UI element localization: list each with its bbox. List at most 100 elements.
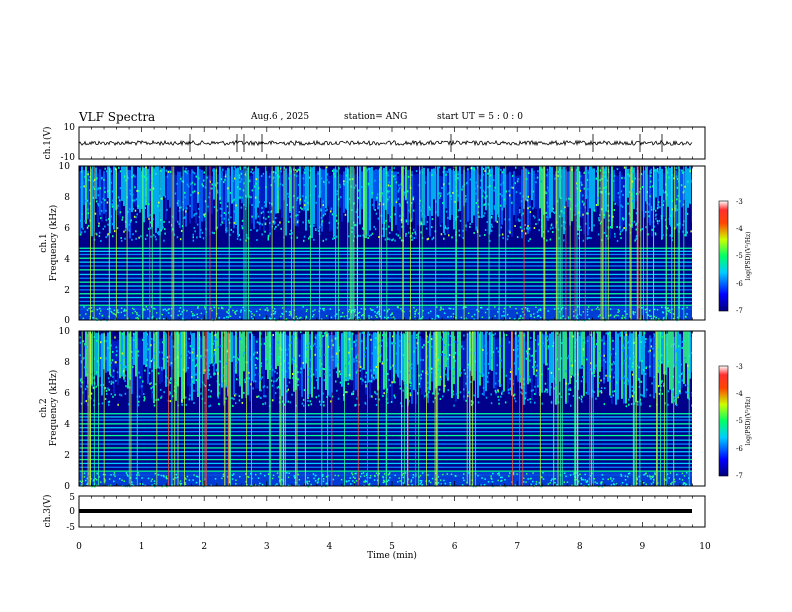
- spectrogram-column: [461, 173, 463, 238]
- spectrogram-speckle: [681, 346, 683, 349]
- spectrogram-column: [157, 331, 159, 369]
- low-band-speckle: [132, 307, 134, 310]
- spectrogram-speckle: [487, 203, 490, 206]
- spectrogram-speckle: [484, 351, 487, 354]
- low-band-speckle: [320, 318, 323, 320]
- spectrogram-speckle: [446, 227, 448, 230]
- spectrogram-speckle: [302, 221, 304, 224]
- narrowband-line: [79, 439, 692, 441]
- spectrogram-speckle: [408, 400, 410, 403]
- spectrogram-speckle: [593, 374, 596, 377]
- spectrogram-speckle: [238, 176, 241, 179]
- spectrogram-speckle: [666, 227, 668, 230]
- spectrogram-speckle: [161, 351, 164, 354]
- spectrogram-speckle: [630, 403, 633, 405]
- spectrogram-speckle: [270, 184, 273, 187]
- low-band-speckle: [652, 476, 654, 479]
- spectrogram-speckle: [275, 217, 277, 219]
- low-band-speckle: [353, 481, 356, 484]
- sferic-line: [653, 166, 654, 320]
- low-band-speckle: [112, 312, 115, 315]
- spectrogram-speckle: [463, 395, 465, 398]
- spectrogram-speckle: [216, 380, 219, 383]
- spectrogram-speckle: [184, 216, 186, 219]
- spectrogram-speckle: [685, 391, 687, 394]
- spectrogram-column: [281, 333, 283, 397]
- spectrogram-speckle: [684, 357, 687, 360]
- spectrogram-column: [625, 331, 627, 404]
- low-band-speckle: [193, 314, 196, 316]
- low-band-speckle: [509, 317, 511, 319]
- spectrogram-speckle: [298, 195, 301, 198]
- spectrogram-speckle: [214, 352, 216, 355]
- sferic-line: [512, 331, 513, 486]
- spectrogram-speckle: [687, 364, 689, 367]
- spectrogram-speckle: [322, 367, 324, 370]
- spectrogram-column: [213, 168, 215, 200]
- spectrogram-column: [173, 340, 175, 379]
- low-band-speckle: [550, 479, 552, 482]
- spectrogram-speckle: [500, 359, 502, 362]
- spectrogram-speckle: [606, 204, 608, 207]
- low-band-speckle: [652, 481, 654, 484]
- spectrogram-speckle: [423, 344, 425, 347]
- low-band-speckle: [264, 474, 266, 477]
- low-band-speckle: [113, 309, 116, 312]
- spectrogram-column: [159, 338, 161, 384]
- spectrogram-column: [661, 331, 663, 364]
- spectrogram-speckle: [395, 352, 398, 355]
- spectrogram-speckle: [675, 204, 677, 207]
- spectrogram-column: [299, 166, 301, 205]
- spectrogram-speckle: [332, 358, 334, 361]
- spectrogram-speckle: [110, 393, 113, 396]
- spectrogram-column: [201, 170, 203, 222]
- spectrogram-speckle: [250, 229, 252, 231]
- spectrogram-speckle: [547, 345, 550, 348]
- spectrogram-speckle: [450, 195, 452, 198]
- low-band-speckle: [616, 483, 618, 485]
- spectrogram-speckle: [530, 389, 533, 392]
- spectrogram-speckle: [395, 370, 397, 373]
- spectrogram-speckle: [286, 353, 288, 356]
- spectrogram-speckle: [361, 340, 363, 343]
- spectrogram-speckle: [172, 345, 175, 348]
- spectrogram-speckle: [159, 388, 162, 391]
- sferic-line: [643, 166, 644, 320]
- sferic-line: [367, 331, 368, 486]
- low-band-speckle: [484, 478, 486, 480]
- spectrogram-speckle: [614, 232, 616, 235]
- sferic-line: [136, 331, 138, 486]
- spectrogram-speckle: [239, 187, 241, 190]
- low-band-speckle: [298, 484, 300, 487]
- spectrogram-speckle: [631, 200, 634, 203]
- spectrogram-speckle: [324, 334, 326, 337]
- low-band-speckle: [654, 318, 657, 320]
- spectrogram-speckle: [470, 381, 472, 383]
- spectrogram-column: [83, 170, 85, 205]
- spectrogram-speckle: [690, 179, 692, 182]
- spectrogram-speckle: [393, 365, 396, 368]
- low-band-speckle: [556, 484, 558, 486]
- low-band-speckle: [374, 314, 377, 317]
- spectrogram-column: [307, 331, 309, 400]
- spectrogram-speckle: [400, 402, 402, 405]
- spectrogram-speckle: [160, 219, 162, 221]
- spectrogram-column: [111, 175, 113, 226]
- low-band-speckle: [312, 315, 314, 318]
- low-band-speckle: [600, 481, 602, 484]
- spectrogram-speckle: [206, 176, 208, 179]
- spectrogram-speckle: [627, 346, 630, 349]
- spectrogram-speckle: [135, 237, 137, 240]
- spectrogram-column: [225, 331, 227, 387]
- spectrogram-speckle: [280, 227, 282, 230]
- spectrogram-speckle: [403, 191, 405, 194]
- narrowband-line: [79, 273, 692, 276]
- spectrogram-speckle: [227, 218, 230, 221]
- spectrogram-speckle: [158, 366, 161, 369]
- low-band-speckle: [305, 310, 308, 313]
- spectrogram-speckle: [655, 213, 657, 216]
- sferic-line: [569, 166, 571, 320]
- low-band-speckle: [273, 313, 275, 315]
- spectrogram-speckle: [602, 168, 605, 171]
- sferic-line: [245, 166, 247, 320]
